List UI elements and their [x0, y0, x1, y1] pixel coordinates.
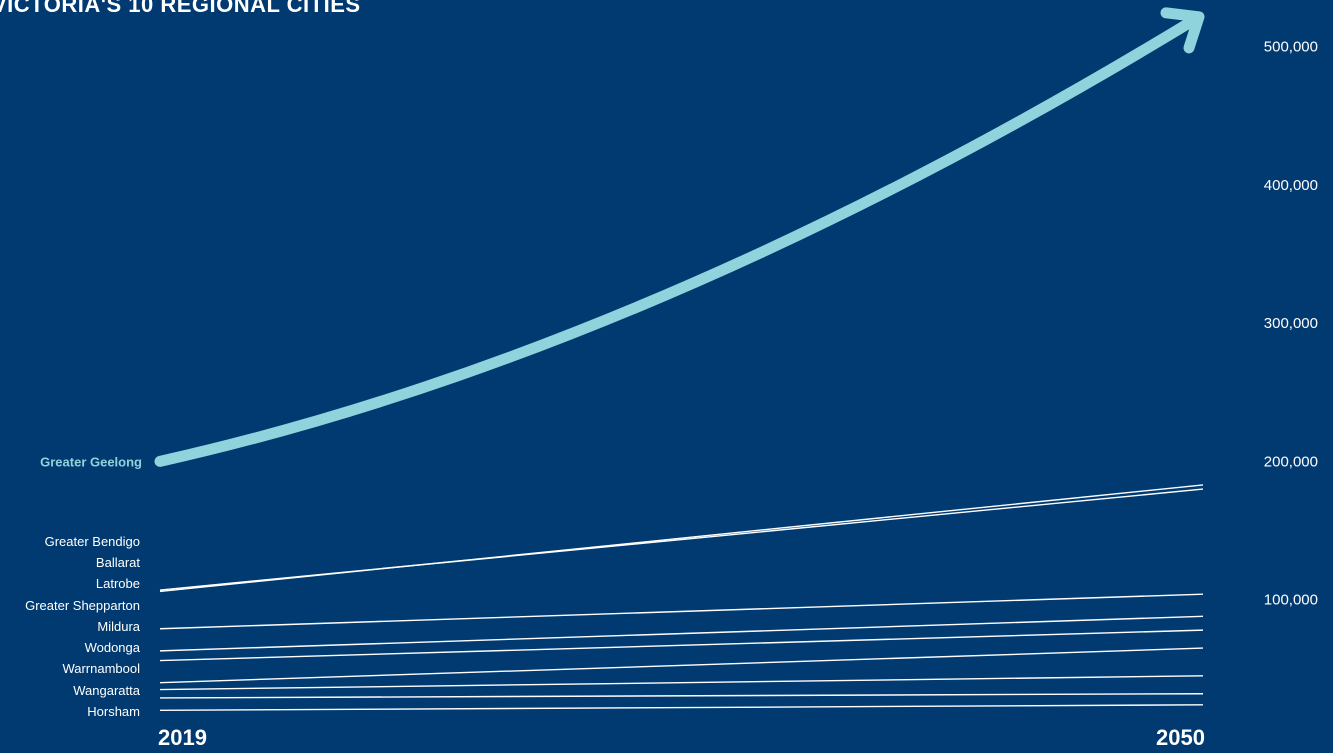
series-label: Greater Shepparton: [25, 598, 140, 613]
highlight-series-line: [154, 13, 1202, 467]
series-label: Wangaratta: [73, 683, 140, 698]
series-label: Wodonga: [85, 640, 141, 655]
x-tick-label-end: 2050: [1156, 725, 1205, 750]
y-tick-label: 400,000: [1264, 177, 1318, 194]
series-line: [159, 675, 1204, 691]
y-tick-label: 100,000: [1264, 592, 1318, 609]
series-line: [159, 693, 1204, 699]
series-label: Latrobe: [96, 576, 140, 591]
series-label: Mildura: [97, 619, 140, 634]
series-label: Horsham: [87, 704, 140, 719]
series-label: Greater Bendigo: [45, 534, 140, 549]
series-line: [159, 593, 1204, 630]
x-tick-label-start: 2019: [158, 725, 207, 750]
series-line: [159, 704, 1204, 712]
y-tick-label: 500,000: [1264, 38, 1318, 55]
series-line: [159, 488, 1204, 591]
series-line: [159, 647, 1204, 684]
series-line: [159, 615, 1204, 652]
highlight-series-label: Greater Geelong: [40, 454, 142, 469]
y-tick-label: 200,000: [1264, 453, 1318, 470]
series-label: Warrnambool: [62, 661, 140, 676]
series-line: [159, 629, 1204, 662]
series-label: Ballarat: [96, 555, 140, 570]
y-tick-label: 300,000: [1264, 315, 1318, 332]
chart-title: VICTORIA'S 10 REGIONAL CITIES: [0, 0, 361, 17]
arrowhead-icon: [1160, 7, 1205, 54]
